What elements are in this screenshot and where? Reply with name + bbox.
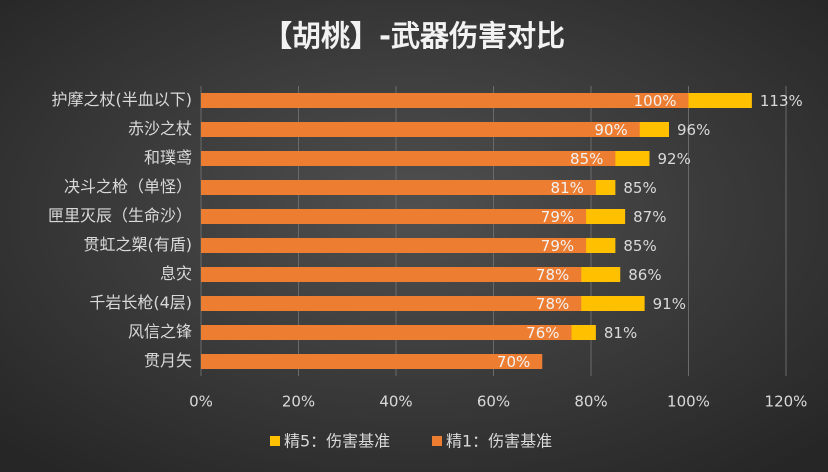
bar — [201, 267, 582, 282]
bar — [201, 151, 616, 166]
data-label: 81% — [551, 179, 584, 197]
bar — [201, 354, 543, 369]
data-label: 100% — [634, 92, 677, 110]
data-label: 85% — [623, 179, 656, 197]
y-tick-label: 护摩之杖(半血以下) — [52, 90, 193, 109]
data-label: 87% — [633, 208, 666, 226]
data-label: 78% — [536, 266, 569, 284]
data-label: 79% — [541, 237, 574, 255]
data-label: 78% — [536, 295, 569, 313]
x-tick-label: 120% — [765, 393, 808, 411]
y-tick-label: 匣里灭辰（生命沙） — [48, 206, 192, 225]
data-label: 113% — [760, 92, 803, 110]
data-label: 81% — [604, 324, 637, 342]
legend-swatch — [432, 436, 442, 446]
bar — [201, 122, 640, 137]
y-tick-label: 和璞鸢 — [144, 148, 192, 167]
x-tick-label: 60% — [477, 393, 510, 411]
data-label: 91% — [653, 295, 686, 313]
data-label: 85% — [623, 237, 656, 255]
x-tick-label: 40% — [379, 393, 412, 411]
x-tick-label: 0% — [189, 393, 213, 411]
bar — [201, 325, 572, 340]
x-tick-label: 20% — [282, 393, 315, 411]
bar — [201, 238, 587, 253]
bar — [201, 209, 587, 224]
bar — [201, 296, 582, 311]
bar — [201, 93, 689, 108]
y-tick-label: 贯虹之槊(有盾) — [84, 235, 193, 254]
data-label: 92% — [658, 150, 691, 168]
x-tick-label: 100% — [667, 393, 710, 411]
x-tick-label: 80% — [574, 393, 607, 411]
data-label: 79% — [541, 208, 574, 226]
y-tick-label: 风信之锋 — [128, 322, 192, 341]
data-label: 70% — [497, 353, 530, 371]
y-tick-label: 贯月矢 — [144, 351, 192, 370]
y-tick-label: 决斗之枪（单怪） — [64, 177, 192, 196]
legend-label: 精5：伤害基准 — [284, 432, 390, 451]
legend-label: 精1：伤害基准 — [446, 432, 552, 451]
chart-title: 【胡桃】-武器伤害对比 — [263, 19, 565, 53]
data-label: 76% — [526, 324, 559, 342]
data-label: 85% — [570, 150, 603, 168]
legend-swatch — [270, 436, 280, 446]
y-tick-label: 息灾 — [160, 264, 192, 283]
y-tick-label: 千岩长枪(4层) — [89, 293, 192, 312]
y-tick-label: 赤沙之杖 — [128, 119, 192, 138]
data-label: 90% — [594, 121, 627, 139]
bar — [201, 180, 596, 195]
data-label: 96% — [677, 121, 710, 139]
data-label: 86% — [628, 266, 661, 284]
